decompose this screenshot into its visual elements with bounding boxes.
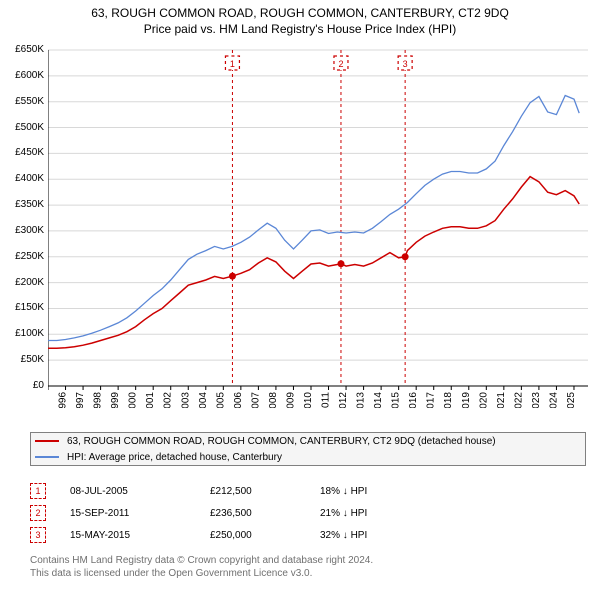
svg-text:2015: 2015 [391, 392, 402, 408]
svg-text:3: 3 [403, 59, 408, 69]
legend: 63, ROUGH COMMON ROAD, ROUGH COMMON, CAN… [30, 432, 586, 466]
svg-text:2008: 2008 [268, 392, 279, 408]
sale-marker-icon: 1 [30, 483, 46, 499]
y-tick-label: £500K [15, 122, 44, 133]
y-tick-label: £0 [33, 380, 44, 391]
y-tick-label: £450K [15, 147, 44, 158]
svg-text:2009: 2009 [285, 392, 296, 408]
svg-text:1998: 1998 [93, 392, 104, 408]
y-tick-label: £400K [15, 173, 44, 184]
sale-marker-icon: 3 [30, 527, 46, 543]
svg-text:2018: 2018 [443, 392, 454, 408]
svg-text:2025: 2025 [566, 392, 577, 408]
sale-price: £250,000 [210, 530, 320, 541]
svg-text:1995: 1995 [48, 392, 51, 408]
sale-marker-icon: 2 [30, 505, 46, 521]
svg-text:2003: 2003 [180, 392, 191, 408]
y-tick-label: £150K [15, 302, 44, 313]
svg-text:2005: 2005 [215, 392, 226, 408]
svg-text:2010: 2010 [303, 392, 314, 408]
svg-text:2021: 2021 [496, 392, 507, 408]
footer-line-1: Contains HM Land Registry data © Crown c… [30, 554, 373, 567]
chart-container: 63, ROUGH COMMON ROAD, ROUGH COMMON, CAN… [0, 0, 600, 590]
y-tick-label: £50K [21, 354, 44, 365]
y-tick-label: £600K [15, 70, 44, 81]
sales-table: 1 08-JUL-2005£212,50018% ↓ HPI 2 15-SEP-201… [30, 480, 420, 546]
legend-label: HPI: Average price, detached house, Cant… [67, 452, 282, 463]
line-chart: 1995 1996 1997 1998 1999 2000 2001 2002 2003 2004… [48, 48, 590, 408]
legend-swatch [35, 456, 59, 458]
svg-text:2024: 2024 [548, 392, 559, 408]
legend-row: 63, ROUGH COMMON ROAD, ROUGH COMMON, CAN… [31, 433, 585, 449]
svg-text:2: 2 [338, 59, 343, 69]
footer-line-2: This data is licensed under the Open Gov… [30, 567, 373, 580]
sale-row: 1 08-JUL-2005£212,50018% ↓ HPI [30, 480, 420, 502]
legend-swatch [35, 440, 59, 442]
svg-text:2016: 2016 [408, 392, 419, 408]
y-tick-label: £200K [15, 277, 44, 288]
y-tick-label: £250K [15, 251, 44, 262]
sale-row: 2 15-SEP-2011£236,50021% ↓ HPI [30, 502, 420, 524]
svg-text:1996: 1996 [58, 392, 69, 408]
svg-text:2004: 2004 [198, 392, 209, 408]
sale-pct: 18% ↓ HPI [320, 486, 420, 497]
svg-text:2001: 2001 [145, 392, 156, 408]
svg-text:2002: 2002 [163, 392, 174, 408]
svg-text:2014: 2014 [373, 392, 384, 408]
sale-date: 15-SEP-2011 [70, 508, 210, 519]
chart-svg: 1995 1996 1997 1998 1999 2000 2001 2002 2003 2004… [48, 48, 590, 408]
y-tick-label: £300K [15, 225, 44, 236]
sale-date: 08-JUL-2005 [70, 486, 210, 497]
page-title: 63, ROUGH COMMON ROAD, ROUGH COMMON, CAN… [0, 0, 600, 20]
svg-text:1997: 1997 [75, 392, 86, 408]
y-tick-label: £100K [15, 328, 44, 339]
svg-text:2022: 2022 [513, 392, 524, 408]
svg-text:2023: 2023 [531, 392, 542, 408]
y-tick-label: £650K [15, 44, 44, 55]
sale-date: 15-MAY-2015 [70, 530, 210, 541]
page-subtitle: Price paid vs. HM Land Registry's House … [0, 20, 600, 36]
footer-text: Contains HM Land Registry data © Crown c… [30, 554, 373, 580]
svg-text:2007: 2007 [250, 392, 261, 408]
svg-text:2013: 2013 [356, 392, 367, 408]
svg-text:1999: 1999 [110, 392, 121, 408]
svg-text:2012: 2012 [338, 392, 349, 408]
sale-price: £236,500 [210, 508, 320, 519]
svg-text:2011: 2011 [321, 392, 332, 408]
sale-price: £212,500 [210, 486, 320, 497]
legend-row: HPI: Average price, detached house, Cant… [31, 449, 585, 465]
sale-row: 3 15-MAY-2015£250,00032% ↓ HPI [30, 524, 420, 546]
legend-label: 63, ROUGH COMMON ROAD, ROUGH COMMON, CAN… [67, 436, 496, 447]
svg-text:2020: 2020 [478, 392, 489, 408]
svg-text:1: 1 [230, 59, 235, 69]
svg-text:2006: 2006 [233, 392, 244, 408]
sale-pct: 21% ↓ HPI [320, 508, 420, 519]
y-tick-label: £550K [15, 96, 44, 107]
svg-text:2000: 2000 [128, 392, 139, 408]
y-tick-label: £350K [15, 199, 44, 210]
svg-text:2019: 2019 [461, 392, 472, 408]
svg-text:2017: 2017 [426, 392, 437, 408]
sale-pct: 32% ↓ HPI [320, 530, 420, 541]
